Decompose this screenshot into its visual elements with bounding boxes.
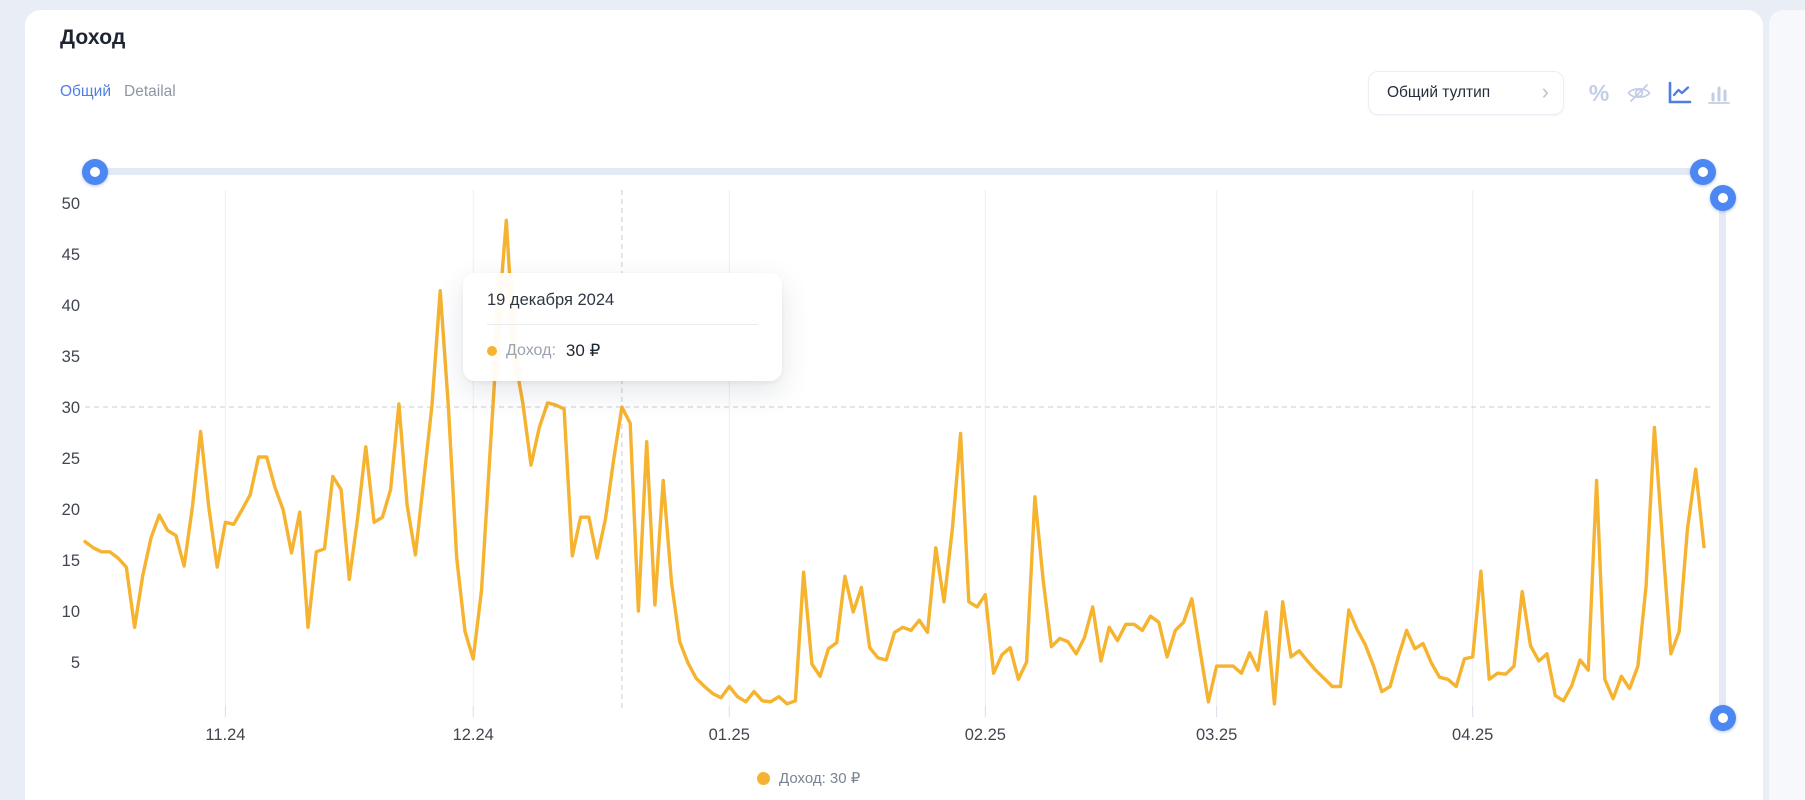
adjacent-panel xyxy=(1769,10,1805,800)
range-slider-handle-right[interactable] xyxy=(1690,159,1716,185)
svg-text:20: 20 xyxy=(62,501,80,519)
income-card xyxy=(25,10,1763,800)
svg-text:04.25: 04.25 xyxy=(1452,726,1493,744)
eye-off-icon[interactable] xyxy=(1626,80,1652,106)
tab-detailal[interactable]: Detailal xyxy=(124,83,176,100)
horizontal-range-slider-track[interactable] xyxy=(85,168,1703,175)
svg-text:40: 40 xyxy=(62,297,80,315)
bar-chart-icon[interactable] xyxy=(1706,80,1732,106)
page-title: Доход xyxy=(60,26,126,49)
svg-text:10: 10 xyxy=(62,603,80,621)
tooltip-series-value: 30 ₽ xyxy=(565,341,601,360)
chart-legend[interactable]: Доход: 30 ₽ xyxy=(757,769,860,787)
svg-text:03.25: 03.25 xyxy=(1196,726,1237,744)
svg-text:15: 15 xyxy=(62,552,80,570)
svg-text:25: 25 xyxy=(62,450,80,468)
tooltip-date: 19 декабря 2024 xyxy=(487,291,615,309)
line-chart-icon[interactable] xyxy=(1666,80,1692,106)
chart-icon-buttons: % xyxy=(1586,80,1732,106)
view-tabs: Общий Detailal xyxy=(60,83,176,101)
tooltip-mode-dropdown[interactable]: Общий тултип › xyxy=(1368,71,1564,115)
svg-text:35: 35 xyxy=(62,348,80,366)
legend-dot-icon xyxy=(757,771,770,785)
tooltip-divider xyxy=(487,324,758,325)
svg-text:12.24: 12.24 xyxy=(453,726,494,744)
legend-label: Доход: 30 ₽ xyxy=(779,770,861,787)
vertical-range-slider-track[interactable] xyxy=(1719,198,1726,718)
chart-tooltip: 19 декабря 2024 Доход: 30 ₽ xyxy=(463,273,782,381)
svg-text:01.25: 01.25 xyxy=(709,726,750,744)
percent-icon[interactable]: % xyxy=(1588,79,1610,106)
tab-obshchiy[interactable]: Общий xyxy=(60,83,112,100)
chevron-right-icon: › xyxy=(1541,78,1549,104)
vertical-slider-handle-bottom[interactable] xyxy=(1710,705,1736,731)
chart-toolbar: Общий тултип › % xyxy=(1368,71,1732,115)
tooltip-mode-label: Общий тултип xyxy=(1387,84,1491,101)
svg-text:11.24: 11.24 xyxy=(205,726,245,744)
range-slider-handle-left[interactable] xyxy=(82,159,108,185)
svg-text:02.25: 02.25 xyxy=(965,726,1006,744)
svg-text:5: 5 xyxy=(71,654,80,672)
svg-text:50: 50 xyxy=(62,195,80,213)
svg-text:30: 30 xyxy=(62,399,80,417)
series-dot-icon xyxy=(487,346,497,356)
vertical-slider-handle-top[interactable] xyxy=(1710,185,1736,211)
tooltip-value-row: Доход: 30 ₽ xyxy=(487,341,758,361)
tooltip-series-label: Доход: xyxy=(506,342,556,359)
svg-text:45: 45 xyxy=(62,246,80,264)
